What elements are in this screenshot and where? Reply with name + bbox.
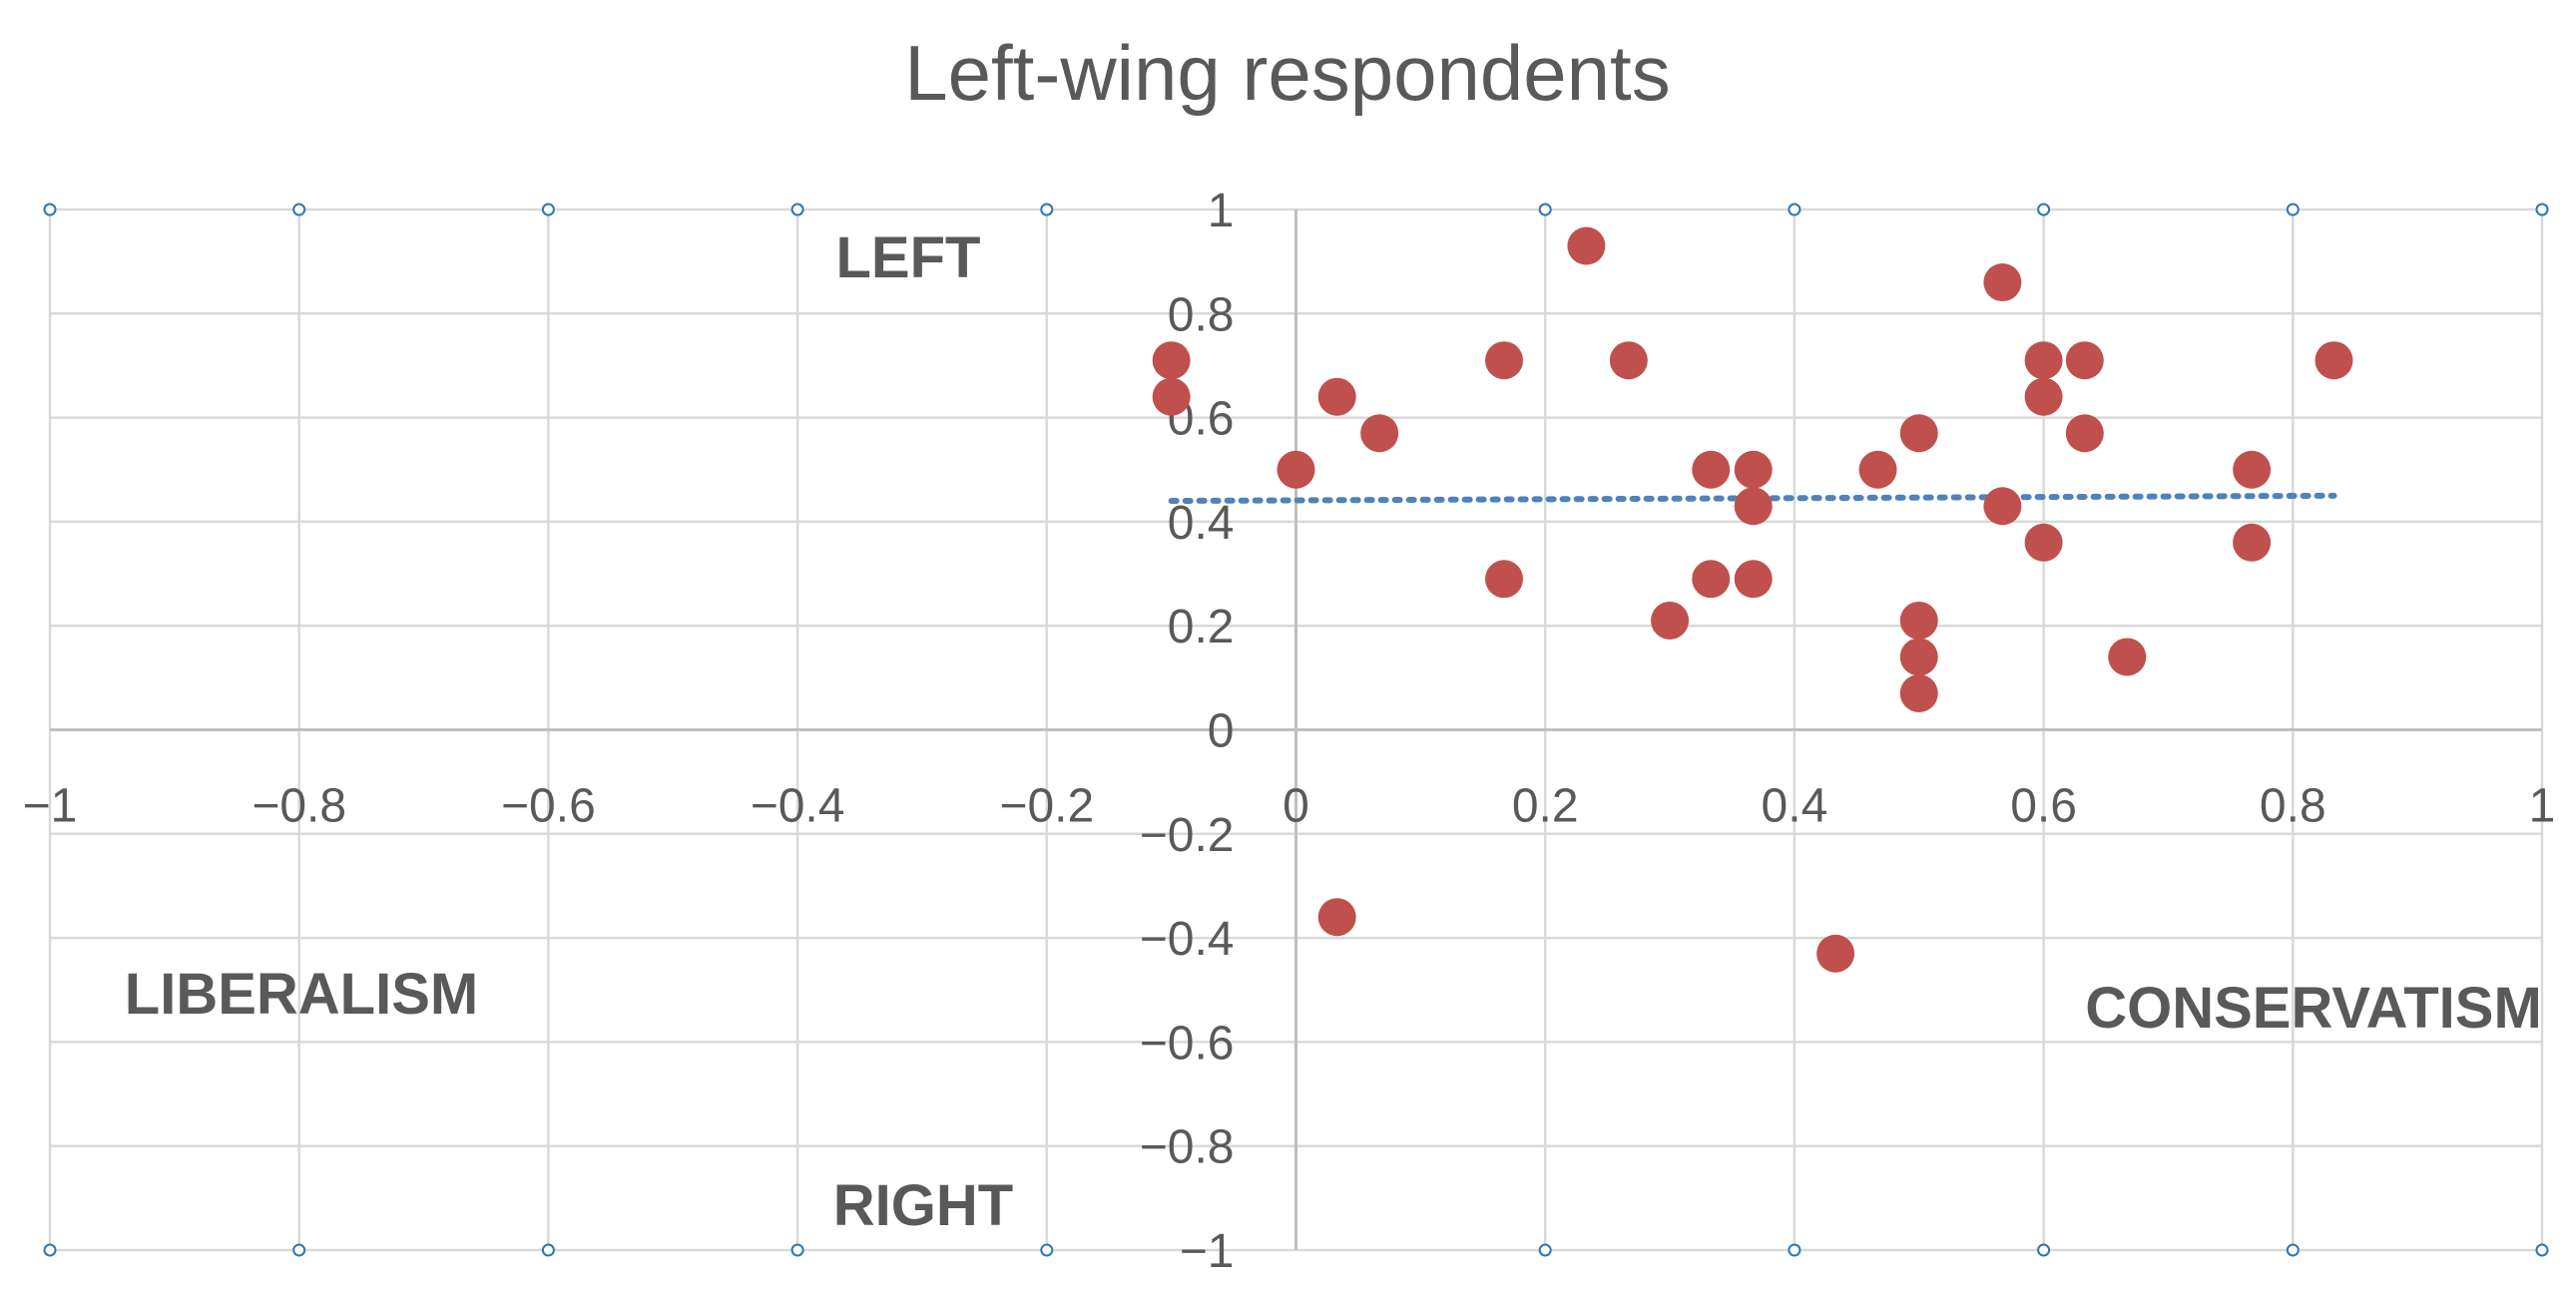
quadrant-label-liberalism: LIBERALISM xyxy=(125,962,478,1027)
data-point xyxy=(1899,601,1938,640)
selection-handle xyxy=(2286,203,2300,216)
data-point xyxy=(1609,341,1648,380)
selection-handles xyxy=(43,203,2549,1257)
selection-handle xyxy=(541,1243,555,1257)
y-axis-ticks: −1−0.8−0.6−0.4−0.200.20.40.60.81 xyxy=(1140,185,1235,1278)
data-point xyxy=(2065,414,2104,453)
x-tick-label: 0.6 xyxy=(2010,780,2077,833)
selection-handle xyxy=(2037,203,2051,216)
x-axis-ticks: −1 −0.8 −0.6 −0.4 −0.2 0 0.2 0.4 0.6 0.8 1 xyxy=(23,780,2556,833)
data-point xyxy=(1734,450,1773,489)
data-point xyxy=(2065,341,2104,380)
data-point xyxy=(1734,487,1773,526)
data-point xyxy=(1983,263,2022,302)
trendline-layer xyxy=(1168,492,2337,505)
data-point xyxy=(2233,450,2272,489)
selection-handle xyxy=(2037,1243,2051,1257)
data-point xyxy=(1484,341,1523,380)
selection-handle xyxy=(790,1243,804,1257)
data-point xyxy=(2315,341,2353,380)
quadrant-label-right: RIGHT xyxy=(833,1173,1013,1238)
chart-title: Left-wing respondents xyxy=(904,29,1670,117)
data-point xyxy=(2024,377,2063,416)
selection-handle xyxy=(790,203,804,216)
selection-handle xyxy=(292,203,306,216)
selection-handle xyxy=(2286,1243,2300,1257)
data-point xyxy=(1899,638,1938,676)
x-tick-label: 0.8 xyxy=(2260,780,2326,833)
y-tick-label: 1 xyxy=(1208,185,1235,237)
selection-handle xyxy=(1788,1243,1802,1257)
x-tick-label: −0.6 xyxy=(501,780,596,833)
selection-handle xyxy=(1538,203,1552,216)
data-point xyxy=(1692,450,1731,489)
quadrant-label-left: LEFT xyxy=(836,225,981,290)
data-point xyxy=(1152,341,1191,380)
data-point xyxy=(1152,377,1191,416)
selection-handle xyxy=(541,203,555,216)
data-point xyxy=(1317,898,1356,937)
x-tick-label: −0.2 xyxy=(999,780,1094,833)
selection-handle xyxy=(1040,203,1054,216)
selection-handle xyxy=(292,1243,306,1257)
selection-handle xyxy=(43,203,57,216)
data-point xyxy=(1816,934,1855,973)
y-tick-label: 0.2 xyxy=(1168,601,1235,653)
x-tick-label: −0.4 xyxy=(751,780,845,833)
data-point xyxy=(1899,673,1938,712)
data-points xyxy=(1152,226,2353,973)
selection-handle xyxy=(1788,203,1802,216)
data-point xyxy=(1317,377,1356,416)
selection-handle xyxy=(2535,1243,2549,1257)
x-tick-label: 0.4 xyxy=(1762,780,1828,833)
trendline xyxy=(1168,492,2337,505)
axes xyxy=(50,210,2542,1250)
data-point xyxy=(1651,601,1690,640)
x-tick-label: 0.2 xyxy=(1512,780,1579,833)
data-point xyxy=(1484,560,1523,599)
data-point xyxy=(1692,560,1731,599)
data-point xyxy=(1734,560,1773,599)
data-point xyxy=(2108,638,2147,676)
selection-handle xyxy=(43,1243,57,1257)
y-tick-label: 0.4 xyxy=(1168,497,1235,550)
data-point xyxy=(2024,341,2063,380)
y-tick-label: −0.2 xyxy=(1140,809,1235,862)
y-tick-label: 0.8 xyxy=(1168,288,1235,341)
data-point xyxy=(1567,226,1606,265)
data-point xyxy=(1360,414,1399,453)
data-point xyxy=(1277,450,1315,489)
x-tick-label: −0.8 xyxy=(252,780,346,833)
quadrant-labels: LEFT RIGHT LIBERALISM CONSERVATISM xyxy=(125,225,2542,1238)
data-point xyxy=(2024,523,2063,562)
y-tick-label: −0.8 xyxy=(1140,1121,1235,1174)
data-point xyxy=(1983,487,2022,526)
x-tick-label: −1 xyxy=(23,780,78,833)
selection-handle xyxy=(1040,1243,1054,1257)
y-tick-label: 0 xyxy=(1208,705,1235,758)
selection-handle xyxy=(1538,1243,1552,1257)
x-tick-label: 1 xyxy=(2529,780,2556,833)
y-tick-label: −0.4 xyxy=(1140,913,1235,966)
selection-handle xyxy=(2535,203,2549,216)
data-point xyxy=(1858,450,1897,489)
data-point xyxy=(2233,523,2272,562)
data-point xyxy=(1899,414,1938,453)
y-tick-label: −1 xyxy=(1180,1225,1235,1278)
quadrant-label-conservatism: CONSERVATISM xyxy=(2085,976,2542,1041)
x-tick-label: 0 xyxy=(1283,780,1309,833)
y-tick-label: −0.6 xyxy=(1140,1017,1235,1070)
